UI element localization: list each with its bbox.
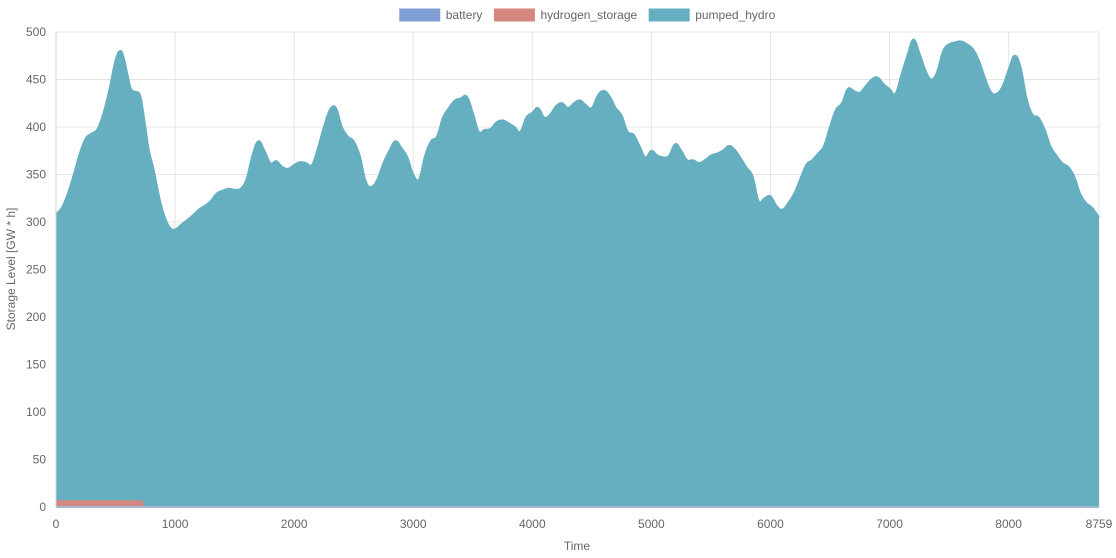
- pumped-hydro-line: [55, 38, 1100, 231]
- y-tick-label: 150: [26, 358, 46, 372]
- y-tick-label: 350: [26, 168, 46, 182]
- x-tick-label: 2000: [281, 517, 308, 531]
- x-tick-label: 0: [53, 517, 60, 531]
- legend-swatch: [493, 8, 535, 22]
- legend-swatch: [648, 8, 690, 22]
- y-tick-label: 500: [26, 25, 46, 39]
- x-tick-label: 3000: [400, 517, 427, 531]
- x-tick-label: 4000: [519, 517, 546, 531]
- y-tick-label: 100: [26, 405, 46, 419]
- y-tick-label: 450: [26, 73, 46, 87]
- axes: [55, 32, 1099, 508]
- series-layer: [55, 38, 1100, 508]
- legend: battery hydrogen_storage pumped_hydro: [399, 8, 776, 22]
- legend-item-pumped-hydro[interactable]: pumped_hydro: [648, 8, 776, 22]
- x-tick-label: 1000: [162, 517, 189, 531]
- y-axis-title: Storage Level [GW * h]: [4, 208, 18, 331]
- x-tick-label: 7000: [876, 517, 903, 531]
- y-tick-label: 200: [26, 310, 46, 324]
- legend-label: pumped_hydro: [695, 8, 775, 22]
- x-tick-label: 8759: [1086, 517, 1113, 531]
- x-tick-label: 8000: [995, 517, 1022, 531]
- y-tick-label: 400: [26, 120, 46, 134]
- legend-item-hydrogen-storage[interactable]: hydrogen_storage: [493, 8, 638, 22]
- pumped-hydro-area: [56, 39, 1099, 508]
- legend-label: battery: [446, 8, 483, 22]
- x-tick-label: 6000: [757, 517, 784, 531]
- y-tick-label: 250: [26, 263, 46, 277]
- legend-item-battery[interactable]: battery: [399, 8, 483, 22]
- y-tick-label: 300: [26, 215, 46, 229]
- legend-label: hydrogen_storage: [540, 8, 637, 22]
- legend-swatch: [399, 8, 441, 22]
- x-axis-title: Time: [564, 539, 591, 553]
- x-tick-label: 5000: [638, 517, 665, 531]
- y-tick-label: 0: [39, 500, 46, 514]
- y-tick-label: 50: [33, 453, 47, 467]
